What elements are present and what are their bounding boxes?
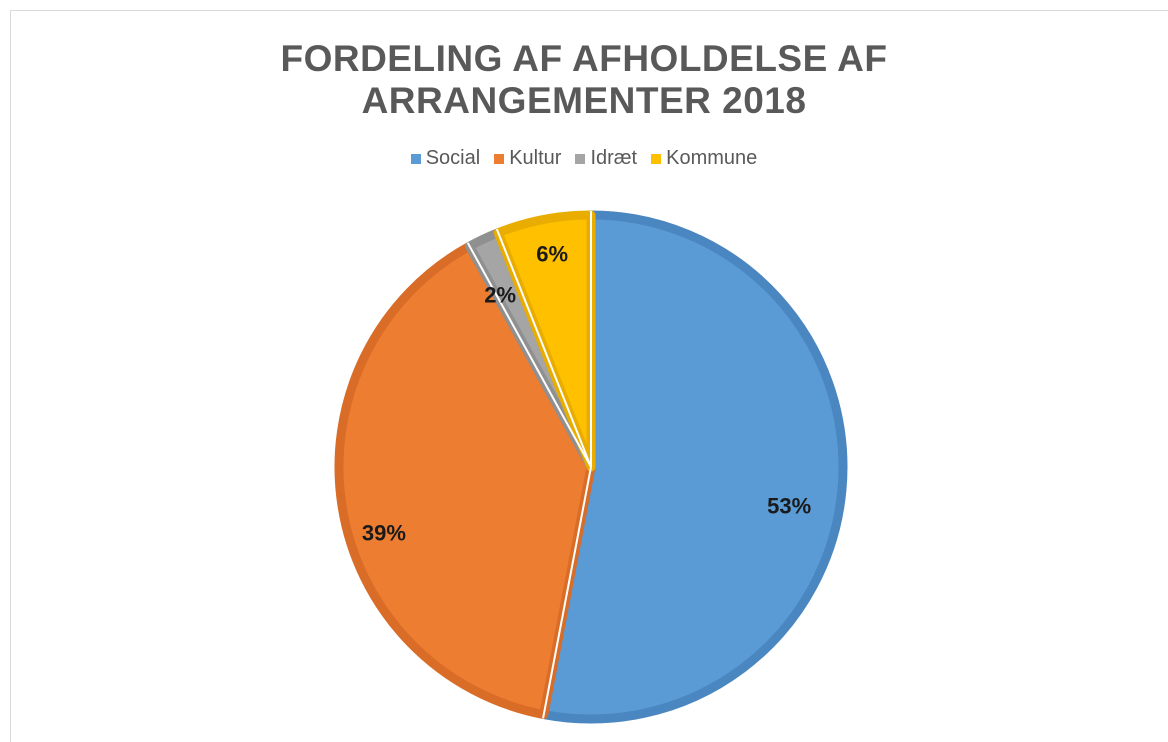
- data-label-social: 53%: [767, 494, 811, 519]
- legend-label-idraet: Idræt: [590, 147, 638, 169]
- pie-separator-kultur: [542, 466, 592, 719]
- legend-swatch-social: [410, 153, 421, 164]
- legend-label-social: Social: [425, 147, 481, 169]
- legend-item-idraet: Idræt: [575, 147, 637, 170]
- legend-item-social: Social: [410, 147, 481, 170]
- legend-swatch-kultur: [494, 153, 505, 164]
- pie-separator-kommune: [495, 228, 592, 468]
- legend-item-kommune: Kommune: [651, 147, 757, 170]
- legend-label-kommune: Kommune: [666, 147, 758, 169]
- chart-title-line-1: FORDELING AF AFHOLDELSE AF: [280, 38, 888, 79]
- chart-legend: Social Kultur Idræt Kommune: [0, 147, 1168, 170]
- pie-slice-kultur: [334, 241, 596, 720]
- pie-separator-idraet: [466, 242, 592, 468]
- legend-item-kultur: Kultur: [494, 147, 561, 170]
- chart-title-line-2: ARRANGEMENTER 2018: [361, 80, 807, 121]
- data-label-kommune: 6%: [536, 242, 568, 267]
- data-label-idraet: 2%: [484, 283, 516, 308]
- legend-swatch-idraet: [575, 153, 586, 164]
- pie-slice-social: [539, 210, 848, 724]
- legend-swatch-kommune: [651, 153, 662, 164]
- data-label-kultur: 39%: [362, 520, 406, 545]
- legend-label-kultur: Kultur: [509, 147, 562, 169]
